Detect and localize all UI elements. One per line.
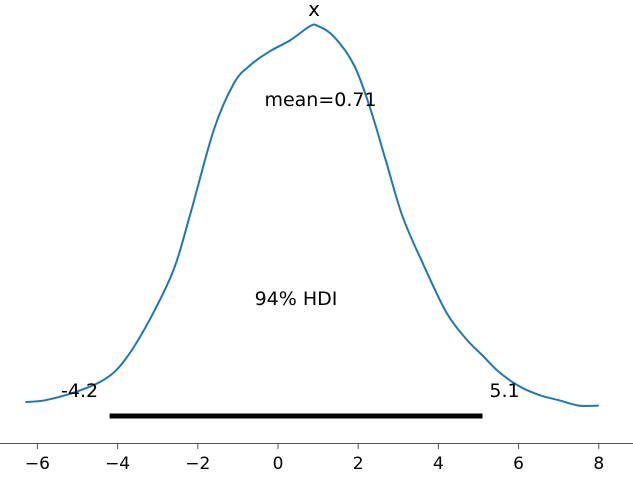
x-tick-label: 2	[353, 454, 364, 474]
hdi-low-label: -4.2	[61, 380, 98, 402]
chart-title: x	[308, 0, 320, 21]
hdi-high-label: 5.1	[489, 380, 519, 402]
hdi-annotation: 94% HDI	[255, 288, 338, 310]
x-axis-ticks: −6 −4 −2 0 2 4 6 8	[25, 443, 604, 474]
x-tick-label: 4	[433, 454, 444, 474]
x-tick-label: 6	[513, 454, 524, 474]
x-tick-label: 8	[593, 454, 604, 474]
density-curve	[25, 23, 599, 407]
x-tick-label: −6	[25, 454, 50, 474]
x-tick-label: 0	[273, 454, 284, 474]
x-tick-label: −4	[105, 454, 130, 474]
mean-annotation: mean=0.71	[264, 89, 376, 111]
x-tick-label: −2	[185, 454, 210, 474]
